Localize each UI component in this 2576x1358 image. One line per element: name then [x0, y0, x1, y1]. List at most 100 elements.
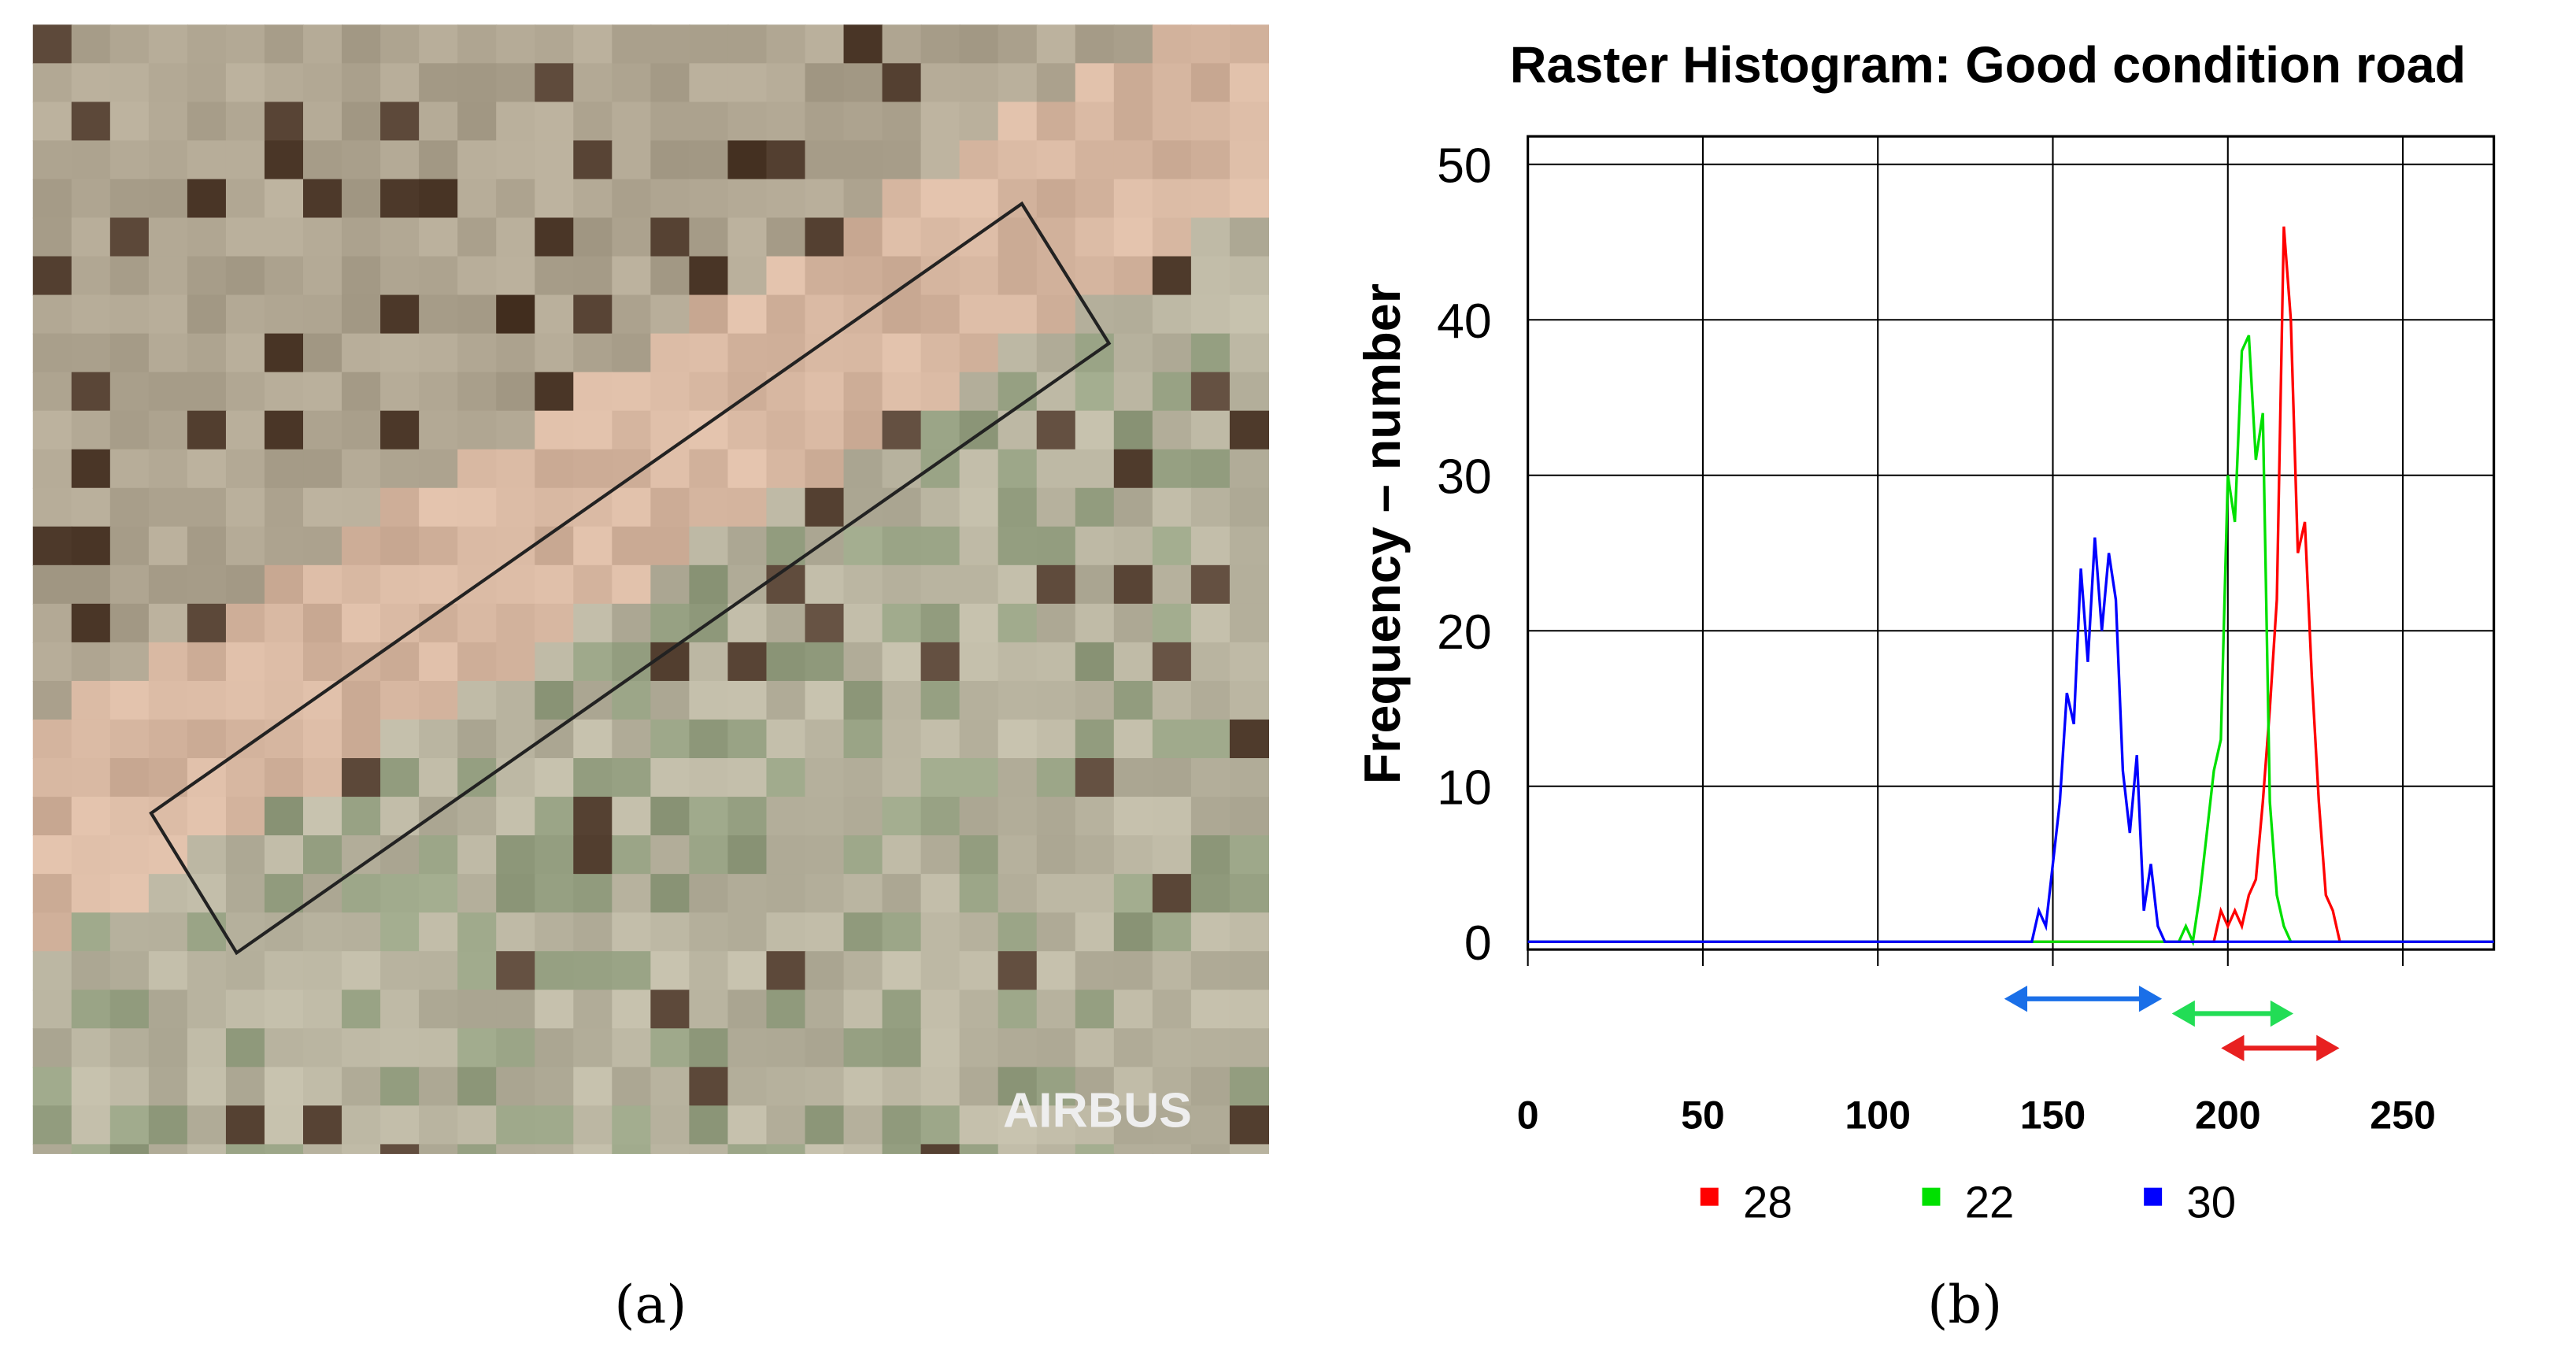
- pixel: [843, 758, 883, 798]
- pixel: [766, 990, 806, 1030]
- pixel: [342, 719, 382, 760]
- pixel: [32, 835, 72, 875]
- pixel: [805, 912, 845, 953]
- pixel: [187, 24, 227, 65]
- pixel: [419, 642, 459, 682]
- pixel: [612, 835, 652, 875]
- pixel: [727, 835, 768, 875]
- pixel: [650, 603, 690, 643]
- pixel: [612, 487, 652, 527]
- pixel: [843, 140, 883, 180]
- pixel: [225, 564, 266, 605]
- pixel: [496, 449, 536, 489]
- pixel: [457, 449, 498, 489]
- pixel: [1229, 642, 1270, 682]
- pixel: [959, 102, 999, 142]
- pixel: [843, 63, 883, 103]
- pixel: [380, 102, 420, 142]
- pixel: [535, 102, 575, 142]
- pixel: [843, 372, 883, 412]
- pixel: [1036, 642, 1076, 682]
- pixel: [1229, 410, 1270, 450]
- pixel: [920, 797, 960, 837]
- pixel: [997, 333, 1038, 373]
- pixel: [71, 1144, 111, 1154]
- pixel: [264, 410, 305, 450]
- pixel: [303, 526, 343, 566]
- pixel: [805, 642, 845, 682]
- pixel: [612, 758, 652, 798]
- pixel: [496, 63, 536, 103]
- pixel: [959, 758, 999, 798]
- pixel: [1229, 179, 1270, 219]
- pixel: [457, 294, 498, 335]
- pixel: [1190, 1028, 1231, 1068]
- pixel: [959, 256, 999, 296]
- pixel: [380, 1067, 420, 1107]
- pixel: [727, 487, 768, 527]
- pixel: [419, 372, 459, 412]
- pixel: [1229, 294, 1270, 335]
- pixel: [496, 874, 536, 914]
- pixel: [225, 140, 266, 180]
- pixel: [997, 217, 1038, 257]
- arrow-head: [2316, 1034, 2340, 1062]
- pixel: [882, 603, 922, 643]
- pixel: [1036, 603, 1076, 643]
- pixel: [109, 603, 150, 643]
- pixel: [997, 642, 1038, 682]
- pixel: [496, 24, 536, 65]
- pixel: [71, 951, 111, 991]
- pixel: [650, 487, 690, 527]
- pixel: [1036, 63, 1076, 103]
- pixel: [1190, 642, 1231, 682]
- pixel: [959, 603, 999, 643]
- pixel: [650, 372, 690, 412]
- pixel: [650, 256, 690, 296]
- pixel: [882, 758, 922, 798]
- pixel: [1075, 642, 1115, 682]
- pixel: [109, 719, 150, 760]
- pixel: [689, 990, 729, 1030]
- pixel: [303, 990, 343, 1030]
- pixel: [1229, 487, 1270, 527]
- pixel: [1190, 63, 1231, 103]
- pixel: [727, 140, 768, 180]
- pixel: [71, 680, 111, 721]
- pixel: [882, 449, 922, 489]
- pixel: [225, 990, 266, 1030]
- pixel: [882, 642, 922, 682]
- pixel: [187, 719, 227, 760]
- pixel: [612, 217, 652, 257]
- pixel: [920, 256, 960, 296]
- pixel: [1113, 63, 1153, 103]
- pixel: [71, 140, 111, 180]
- pixel: [882, 24, 922, 65]
- pixel: [496, 642, 536, 682]
- pixel: [342, 487, 382, 527]
- pixel: [959, 1028, 999, 1068]
- pixel: [148, 797, 188, 837]
- pixel: [1036, 102, 1076, 142]
- pixel: [843, 1144, 883, 1154]
- pixel: [1075, 410, 1115, 450]
- pixel: [32, 449, 72, 489]
- pixel: [612, 912, 652, 953]
- pixel: [496, 564, 536, 605]
- pixel: [766, 564, 806, 605]
- pixel: [997, 835, 1038, 875]
- pixel: [264, 797, 305, 837]
- pixel: [148, 874, 188, 914]
- pixel: [109, 102, 150, 142]
- pixel: [1152, 449, 1192, 489]
- pixel: [1152, 1105, 1192, 1145]
- pixel: [573, 564, 613, 605]
- pixel: [496, 140, 536, 180]
- pixel: [1190, 449, 1231, 489]
- pixel: [380, 449, 420, 489]
- pixel: [148, 140, 188, 180]
- pixel: [457, 24, 498, 65]
- pixel: [1190, 410, 1231, 450]
- pixel: [997, 526, 1038, 566]
